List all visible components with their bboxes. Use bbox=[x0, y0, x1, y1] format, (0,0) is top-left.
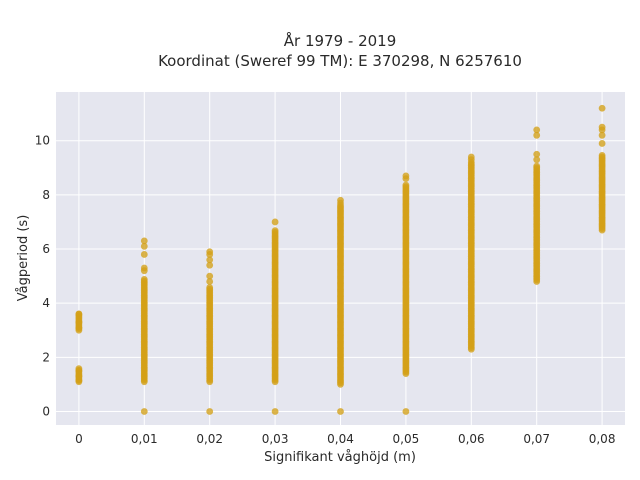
data-point bbox=[402, 181, 410, 189]
x-tick-label: 0,06 bbox=[458, 432, 485, 446]
x-tick-label: 0 bbox=[75, 432, 83, 446]
x-tick-label: 0,03 bbox=[262, 432, 289, 446]
y-tick-label: 6 bbox=[42, 242, 50, 256]
x-axis-ticks: 0 0,01 0,02 0,03 0,04 0,05 0,06 0,07 0,08 bbox=[75, 432, 615, 446]
data-point bbox=[140, 242, 148, 250]
y-tick-label: 10 bbox=[35, 134, 50, 148]
data-point bbox=[75, 324, 83, 331]
data-point bbox=[206, 278, 214, 285]
data-point bbox=[402, 408, 410, 415]
chart-title-line2: Koordinat (Sweref 99 TM): E 370298, N 62… bbox=[158, 52, 522, 70]
y-axis-title: Vågperiod (s) bbox=[16, 215, 31, 302]
data-point bbox=[206, 261, 214, 269]
data-point bbox=[75, 310, 83, 318]
data-points bbox=[75, 104, 606, 415]
x-tick-label: 0,07 bbox=[523, 432, 550, 446]
data-point bbox=[140, 237, 148, 245]
y-tick-label: 2 bbox=[42, 350, 50, 364]
data-point bbox=[206, 284, 214, 291]
x-tick-label: 0,01 bbox=[131, 432, 158, 446]
data-point bbox=[206, 408, 214, 415]
plot-area bbox=[56, 92, 625, 425]
data-point bbox=[533, 131, 541, 139]
data-point bbox=[598, 104, 606, 112]
data-point bbox=[206, 256, 214, 264]
data-point bbox=[271, 227, 279, 235]
data-point bbox=[140, 408, 148, 415]
data-point bbox=[140, 275, 148, 283]
data-point bbox=[533, 162, 541, 170]
data-point bbox=[75, 318, 83, 326]
data-point bbox=[598, 123, 606, 131]
data-point bbox=[271, 218, 279, 226]
chart-title-line1: År 1979 - 2019 bbox=[284, 31, 397, 50]
data-point bbox=[402, 172, 410, 180]
x-axis-title: Signifikant våghöjd (m) bbox=[264, 450, 416, 465]
data-point bbox=[598, 131, 606, 139]
data-point bbox=[598, 140, 606, 147]
data-point bbox=[533, 126, 541, 134]
y-tick-label: 8 bbox=[42, 188, 50, 202]
data-point bbox=[598, 151, 606, 159]
x-tick-label: 0,08 bbox=[589, 432, 616, 446]
y-tick-label: 4 bbox=[42, 296, 50, 310]
data-point bbox=[206, 272, 214, 280]
data-point bbox=[75, 372, 83, 380]
data-point bbox=[337, 408, 344, 415]
data-point bbox=[140, 251, 148, 258]
data-point bbox=[75, 367, 83, 375]
data-point bbox=[206, 248, 214, 256]
x-tick-label: 0,04 bbox=[327, 432, 354, 446]
y-axis-ticks: 0 2 4 6 8 10 bbox=[35, 134, 50, 419]
x-tick-label: 0,05 bbox=[393, 432, 420, 446]
data-point bbox=[140, 264, 148, 272]
y-tick-label: 0 bbox=[42, 404, 50, 418]
data-point bbox=[467, 153, 475, 161]
data-point bbox=[533, 150, 541, 158]
data-point bbox=[271, 408, 279, 415]
data-point bbox=[337, 196, 344, 204]
x-tick-label: 0,02 bbox=[196, 432, 223, 446]
data-point bbox=[533, 156, 541, 164]
